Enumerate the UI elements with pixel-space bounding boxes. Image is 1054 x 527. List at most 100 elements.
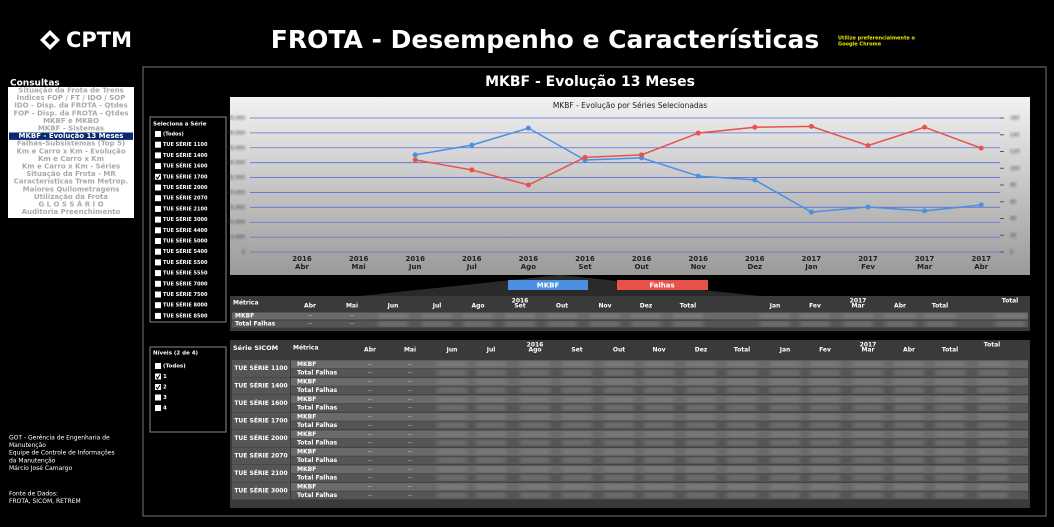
checkbox[interactable] [155, 373, 161, 380]
check [155, 384, 161, 390]
blurred-cell [770, 387, 800, 393]
y2-tick-label: 0 [1010, 250, 1013, 256]
blurred-cell [437, 422, 467, 428]
column-header: Fev [819, 347, 831, 354]
checkbox[interactable] [155, 163, 161, 170]
blurred-cell [686, 440, 716, 446]
blurred-cell [437, 466, 467, 472]
blurred-cell [631, 313, 661, 319]
blurred-cell [978, 431, 1008, 437]
series-point [639, 152, 645, 158]
column-header: Total [942, 347, 958, 354]
menu-item[interactable]: Maiores Quilometragens [23, 185, 120, 193]
blurred-cell [853, 379, 883, 385]
menu-item[interactable]: Km e Carro x Km - Séries [22, 163, 120, 171]
column-header: Mar [862, 347, 875, 354]
menu-item[interactable]: Km e Carro x Km - Evolução [16, 147, 125, 155]
menu-item[interactable]: MKBF - Sistemas [38, 125, 104, 133]
checkbox[interactable] [155, 312, 161, 319]
y-tick-label: 20,000 [228, 190, 246, 196]
menu-item[interactable]: MKBF e MKBO [43, 117, 99, 125]
x-tick-label: 2016 [349, 255, 369, 263]
checkbox[interactable] [155, 394, 161, 401]
checkbox[interactable] [155, 270, 161, 277]
blurred-cell [673, 321, 703, 327]
footer-text: Manutenção [9, 442, 46, 449]
menu-item[interactable]: Auditoria Preenchimento [22, 208, 121, 216]
x-tick-label: 2016 [292, 255, 312, 263]
menu-item[interactable]: Utilização da Frota [34, 193, 108, 201]
menu-item[interactable]: Situação da Frota de Trens [18, 87, 123, 95]
blurred-cell [727, 361, 757, 367]
checkbox[interactable] [155, 302, 161, 309]
menu-item[interactable]: Situação da Frota - MR [26, 170, 116, 178]
checkbox[interactable] [155, 216, 161, 223]
series-point [582, 154, 588, 160]
empty-cell: -- [368, 396, 372, 403]
checkbox[interactable] [155, 205, 161, 212]
filter-item: TUE SÉRIE 4400 [163, 226, 208, 234]
x-tick-label: 2016 [405, 255, 425, 263]
blurred-cell [935, 457, 965, 463]
checkbox[interactable] [155, 405, 161, 411]
blurred-cell [894, 449, 924, 455]
checkbox[interactable] [155, 384, 161, 390]
blurred-cell [604, 475, 634, 481]
column-header: Out [556, 303, 568, 310]
blurred-cell [562, 431, 592, 437]
blurred-cell [476, 449, 506, 455]
series-point [865, 204, 871, 210]
checkbox[interactable] [155, 152, 161, 159]
blurred-cell [978, 492, 1008, 498]
checkbox[interactable] [155, 227, 161, 234]
checkbox[interactable] [155, 280, 161, 287]
filter-item: TUE SÉRIE 5000 [163, 237, 208, 245]
checkbox[interactable] [155, 131, 161, 137]
checkbox[interactable] [155, 195, 161, 202]
checkbox[interactable] [155, 248, 161, 255]
checkbox[interactable] [155, 363, 161, 369]
column-header: Abr [903, 347, 915, 354]
row-label: TUE SÉRIE 1600 [234, 399, 287, 407]
x-tick-label: 2017 [802, 255, 822, 263]
blurred-cell [437, 396, 467, 402]
filter-item: TUE SÉRIE 2070 [163, 194, 208, 202]
blurred-cell [476, 431, 506, 437]
checkbox[interactable] [155, 184, 161, 191]
menu-item[interactable]: Características Trem Metrop. [14, 178, 128, 186]
blurred-cell [978, 449, 1008, 455]
blurred-cell [727, 484, 757, 490]
blurred-cell [978, 396, 1008, 402]
menu-item[interactable]: Falhas-Subsistemas (Top 5) [17, 140, 125, 148]
blurred-cell [644, 414, 674, 420]
blurred-cell [520, 387, 550, 393]
x-tick-label: 2017 [858, 255, 878, 263]
blurred-cell [422, 313, 452, 319]
menu-item[interactable]: G L O S S Á R I O [38, 200, 103, 209]
blurred-cell [520, 414, 550, 420]
checkbox[interactable] [155, 173, 161, 180]
blurred-cell [644, 449, 674, 455]
filter-item: 4 [163, 406, 167, 412]
x-tick-label: 2016 [745, 255, 765, 263]
filter-item: 1 [163, 374, 167, 380]
checkbox[interactable] [155, 259, 161, 266]
blurred-cell [760, 313, 790, 319]
menu-item[interactable]: MKBF - Evolução 13 Meses [19, 132, 124, 140]
menu-item[interactable]: FOP - Disp. da FROTA - Qtdes [13, 109, 128, 117]
menu-item[interactable]: Km e Carro x Km [38, 155, 104, 163]
empty-cell: -- [368, 466, 372, 473]
blurred-cell [562, 405, 592, 411]
blurred-cell [770, 414, 800, 420]
blurred-cell [562, 422, 592, 428]
checkbox[interactable] [155, 141, 161, 148]
series-point [695, 130, 701, 136]
menu-item[interactable]: IDO - Disp. da FROTA - Qtdes [14, 102, 128, 110]
series-point [525, 125, 531, 131]
checkbox[interactable] [155, 291, 161, 298]
menu-item[interactable]: Índices FOP / FT / IDO / SOP [17, 93, 126, 102]
series-cell [232, 395, 290, 412]
blurred-cell [727, 370, 757, 376]
blurred-cell [562, 370, 592, 376]
checkbox[interactable] [155, 238, 161, 244]
